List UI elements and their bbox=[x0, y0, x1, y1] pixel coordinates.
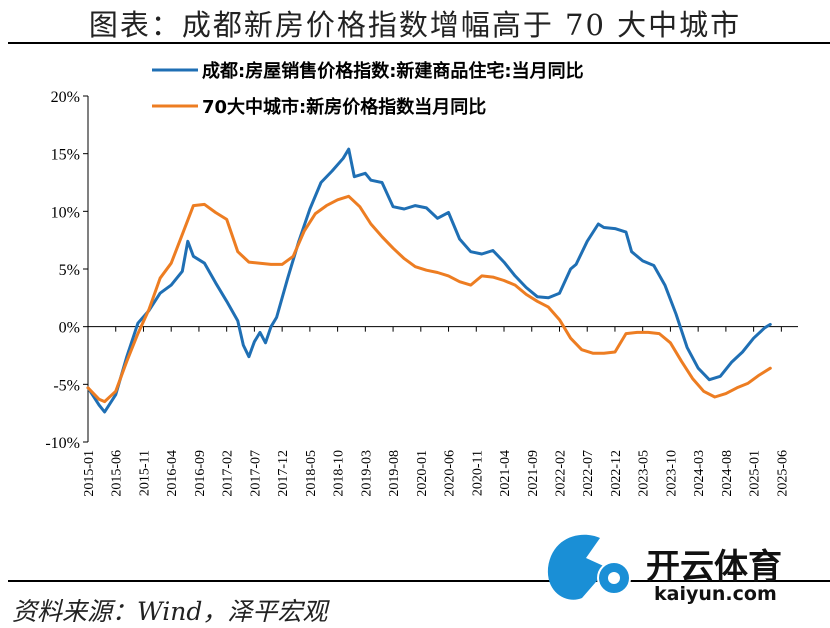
brand-name-cn: 开云体育 bbox=[646, 547, 782, 587]
y-tick-label: -10% bbox=[45, 435, 80, 452]
x-tick-label: 2022-02 bbox=[553, 450, 568, 497]
series-line-1 bbox=[86, 147, 772, 414]
x-tick-label: 2024-08 bbox=[720, 450, 735, 497]
brand-logo-k-icon bbox=[547, 534, 608, 600]
legend: 成都:房屋销售价格指数:新建商品住宅:当月同比 70大中城市:新房价格指数当月同比 bbox=[152, 60, 584, 118]
series-line-2 bbox=[86, 194, 772, 404]
x-tick-label: 2015-06 bbox=[110, 450, 125, 497]
x-tick-label: 2023-10 bbox=[664, 450, 679, 497]
x-tick-label: 2023-05 bbox=[637, 450, 652, 497]
x-axis: 2015-01 2015-06 2015-11 2016-04 2016-09 2017-… bbox=[82, 326, 798, 497]
x-tick-label: 2020-01 bbox=[415, 450, 430, 497]
y-tick-label: 0% bbox=[59, 320, 80, 337]
source-note: 资料来源：Wind，泽平宏观 bbox=[12, 597, 328, 626]
x-tick-label: 2021-09 bbox=[526, 450, 541, 497]
x-tick-label: 2016-04 bbox=[165, 450, 180, 497]
x-tick-label: 2022-12 bbox=[609, 450, 624, 497]
x-tick-label: 2015-11 bbox=[137, 450, 152, 496]
x-tick-label: 2018-05 bbox=[304, 450, 319, 497]
x-tick-label: 2022-07 bbox=[581, 450, 596, 497]
x-tick-label: 2018-10 bbox=[332, 450, 347, 497]
series-lines bbox=[86, 147, 772, 414]
x-tick-label: 2015-01 bbox=[82, 450, 97, 497]
legend-label-2: 70大中城市:新房价格指数当月同比 bbox=[202, 96, 486, 118]
y-tick-label: 10% bbox=[51, 204, 80, 221]
x-tick-label: 2017-02 bbox=[221, 450, 236, 497]
y-tick-label: 15% bbox=[51, 147, 80, 164]
title-rule bbox=[8, 42, 830, 44]
x-tick-label: 2025-06 bbox=[775, 450, 790, 497]
legend-label-1: 成都:房屋销售价格指数:新建商品住宅:当月同比 bbox=[202, 60, 584, 82]
x-tick-label: 2017-07 bbox=[248, 450, 263, 497]
page-title: 图表：成都新房价格指数增幅高于 70 大中城市 bbox=[88, 8, 742, 42]
x-tick-label: 2020-06 bbox=[443, 450, 458, 497]
x-tick-label: 2017-12 bbox=[276, 450, 291, 497]
x-tick-label: 2025-01 bbox=[748, 450, 763, 497]
x-tick-label: 2020-11 bbox=[470, 450, 485, 496]
y-axis: -10% -5% 0% 5% 10% 15% 20% bbox=[45, 89, 89, 452]
y-tick-label: 20% bbox=[51, 89, 80, 106]
brand-name-en: kaiyun.com bbox=[654, 583, 777, 605]
x-tick-label: 2021-04 bbox=[498, 450, 513, 497]
line-chart: -10%-5%0%5%10%15%20% 2015-01 2015-06 2015-… bbox=[45, 60, 798, 497]
x-tick-label: 2019-03 bbox=[359, 450, 374, 497]
footer-rule bbox=[8, 580, 830, 582]
y-tick-label: 5% bbox=[59, 262, 80, 279]
brand-watermark: 开云体育 kaiyun.com bbox=[547, 534, 782, 605]
y-tick-label: -5% bbox=[53, 377, 80, 394]
x-tick-label: 2024-03 bbox=[692, 450, 707, 497]
x-tick-label: 2019-08 bbox=[387, 450, 402, 497]
x-tick-label: 2016-09 bbox=[193, 450, 208, 497]
